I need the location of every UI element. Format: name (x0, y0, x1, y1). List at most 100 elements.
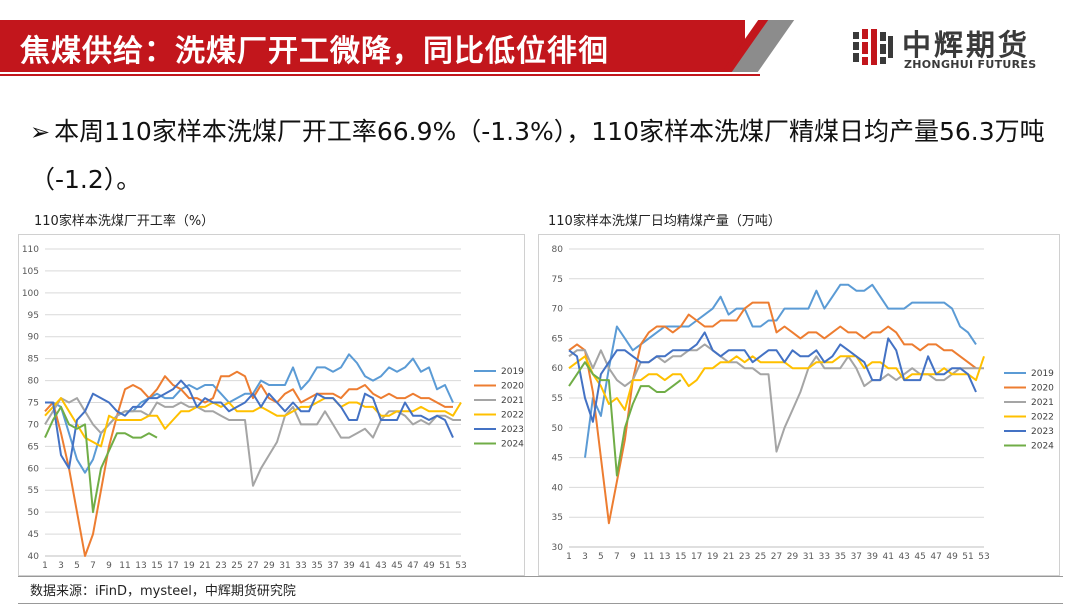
x-tick-label: 3 (582, 552, 588, 562)
series-line-2024 (568, 361, 682, 477)
x-tick-label: 49 (423, 561, 435, 571)
title-underline (0, 74, 760, 76)
legend-label-2023: 2023 (501, 425, 524, 435)
x-tick-label: 35 (311, 561, 322, 571)
legend-label-2020: 2020 (501, 382, 524, 392)
y-tick-label: 75 (552, 275, 563, 285)
y-tick-label: 60 (552, 364, 564, 374)
x-tick-label: 27 (247, 561, 258, 571)
x-tick-label: 19 (183, 561, 195, 571)
x-tick-label: 9 (106, 561, 112, 571)
y-tick-label: 40 (28, 552, 40, 562)
x-tick-label: 39 (867, 552, 879, 562)
x-tick-label: 15 (675, 552, 686, 562)
y-tick-label: 55 (552, 394, 563, 404)
x-tick-label: 17 (167, 561, 178, 571)
legend-label-2020: 2020 (1031, 384, 1054, 394)
x-tick-label: 47 (930, 552, 941, 562)
y-tick-label: 50 (28, 508, 40, 518)
x-tick-label: 31 (803, 552, 814, 562)
y-tick-label: 95 (28, 311, 39, 321)
y-tick-label: 90 (28, 333, 40, 343)
x-tick-label: 23 (215, 561, 226, 571)
series-line-2020 (44, 370, 453, 557)
x-tick-label: 45 (914, 552, 925, 562)
x-tick-label: 51 (962, 552, 973, 562)
chart-2-frame: 30 35 40 45 50 55 60 65 70 75 80 1 3 5 7 9 11 13 15 17 19 21 2… (538, 234, 1060, 576)
x-tick-label: 7 (90, 561, 96, 571)
y-tick-label: 100 (22, 289, 39, 299)
series-line-2019 (584, 283, 977, 458)
x-tick-label: 33 (819, 552, 830, 562)
bottom-divider (18, 603, 1063, 604)
x-tick-label: 41 (883, 552, 894, 562)
x-tick-label: 25 (755, 552, 766, 562)
series-line-2021 (568, 343, 984, 453)
x-tick-label: 43 (898, 552, 909, 562)
y-tick-label: 65 (552, 334, 563, 344)
x-tick-label: 35 (835, 552, 846, 562)
legend-label-2022: 2022 (1031, 413, 1054, 423)
x-tick-label: 41 (359, 561, 370, 571)
x-tick-label: 21 (723, 552, 734, 562)
x-tick-label: 1 (42, 561, 48, 571)
x-tick-label: 3 (58, 561, 64, 571)
x-tick-label: 23 (739, 552, 750, 562)
legend-label-2019: 2019 (501, 367, 524, 377)
chart-1-title: 110家样本洗煤厂开工率（%） (34, 214, 215, 229)
series-line-2023 (45, 379, 454, 470)
logo-text-cn: 中辉期货 (902, 28, 1031, 62)
x-tick-label: 17 (691, 552, 702, 562)
y-tick-label: 75 (28, 399, 39, 409)
y-tick-label: 30 (552, 543, 564, 553)
x-tick-label: 31 (279, 561, 290, 571)
y-tick-label: 45 (552, 454, 563, 464)
x-tick-label: 43 (375, 561, 386, 571)
logo-mark-icon (853, 29, 893, 65)
x-tick-label: 27 (771, 552, 782, 562)
footer-divider (18, 576, 1063, 577)
x-tick-label: 13 (135, 561, 146, 571)
page-title: 焦煤供给：洗煤厂开工微降，同比低位徘徊 (20, 34, 609, 69)
x-tick-label: 25 (231, 561, 242, 571)
y-tick-label: 50 (552, 424, 564, 434)
title-banner (0, 20, 745, 72)
legend-label-2024: 2024 (1031, 442, 1054, 452)
x-tick-label: 7 (614, 552, 620, 562)
legend-label-2019: 2019 (1031, 369, 1054, 379)
x-tick-label: 15 (151, 561, 162, 571)
y-tick-label: 105 (22, 267, 39, 277)
bullet-arrow-icon: ➢ (30, 118, 51, 146)
x-tick-label: 47 (407, 561, 418, 571)
x-tick-label: 11 (643, 552, 654, 562)
x-tick-label: 21 (199, 561, 210, 571)
series-line-2022 (44, 397, 462, 448)
y-tick-label: 80 (28, 377, 40, 387)
summary-bullet: ➢ 本周110家样本洗煤厂开工率66.9%（-1.3%），110家样本洗煤厂精煤日… (30, 108, 1050, 204)
y-tick-label: 80 (552, 245, 564, 255)
x-tick-label: 53 (978, 552, 989, 562)
x-tick-label: 53 (455, 561, 466, 571)
y-tick-label: 45 (28, 530, 39, 540)
data-source: 数据来源：iFinD，mysteel，中辉期货研究院 (30, 584, 296, 599)
brand-logo: 中辉期货 ZHONGHUI FUTURES (852, 26, 1052, 76)
y-tick-label: 40 (552, 483, 564, 493)
x-tick-label: 51 (439, 561, 450, 571)
y-tick-label: 60 (28, 464, 40, 474)
legend-label-2024: 2024 (501, 440, 524, 450)
x-tick-label: 1 (566, 552, 572, 562)
x-tick-label: 29 (263, 561, 275, 571)
x-tick-label: 37 (851, 552, 862, 562)
x-tick-label: 45 (391, 561, 402, 571)
legend-label-2023: 2023 (1031, 427, 1054, 437)
chart-2-title: 110家样本洗煤厂日均精煤产量（万吨） (548, 214, 781, 229)
y-tick-label: 85 (28, 355, 39, 365)
series-line-2024 (44, 405, 158, 514)
x-tick-label: 29 (787, 552, 799, 562)
y-tick-label: 35 (552, 513, 563, 523)
y-tick-label: 110 (22, 245, 39, 255)
x-tick-label: 49 (946, 552, 958, 562)
series-line-2020 (568, 301, 977, 525)
